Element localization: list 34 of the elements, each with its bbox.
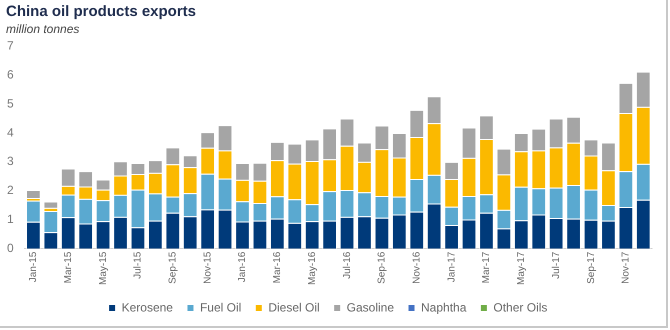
- x-tick-label: Jul-15: [132, 251, 144, 279]
- x-tick-label: May-17: [516, 251, 528, 286]
- x-tick-label: May-16: [306, 251, 318, 286]
- y-tick-label: 0: [6, 240, 14, 255]
- x-tick-label: Sep-17: [586, 251, 597, 284]
- y-tick-label: 3: [6, 154, 14, 168]
- x-tick-label: May-15: [98, 251, 109, 286]
- legend-label: Gasoline: [346, 300, 394, 314]
- y-tick-label: 4: [6, 125, 14, 140]
- chart-subtitle: million tonnes: [6, 22, 80, 36]
- x-tick-label: Nov-17: [620, 251, 632, 284]
- x-tick-label: Jan-15: [28, 251, 40, 282]
- chart-title: China oil products exports: [6, 3, 196, 20]
- x-tick-label: Mar-16: [272, 251, 284, 284]
- x-tick-label: Mar-17: [481, 251, 492, 284]
- x-tick-label: Jul-16: [342, 251, 353, 279]
- x-tick-label: Nov-16: [412, 251, 423, 284]
- x-tick-label: Jan-17: [446, 251, 458, 282]
- y-tick-label: 5: [6, 96, 14, 110]
- legend-label: Kerosene: [122, 300, 174, 314]
- legend-label: Diesel Oil: [268, 300, 320, 314]
- y-tick-label: 2: [6, 183, 14, 198]
- x-tick-label: Mar-15: [62, 251, 74, 284]
- x-tick-label: Jan-16: [237, 251, 248, 282]
- x-tick-label: Nov-15: [202, 251, 214, 284]
- legend-label: Other Oils: [493, 300, 548, 314]
- x-tick-label: Sep-16: [376, 251, 388, 284]
- x-tick-label: Jul-17: [550, 251, 562, 279]
- x-tick-label: Sep-15: [168, 251, 179, 284]
- y-tick-label: 1: [6, 212, 14, 226]
- y-tick-label: 7: [6, 38, 14, 53]
- y-tick-label: 6: [6, 67, 14, 82]
- legend-label: Fuel Oil: [200, 300, 242, 314]
- legend-label: Naphtha: [421, 300, 467, 314]
